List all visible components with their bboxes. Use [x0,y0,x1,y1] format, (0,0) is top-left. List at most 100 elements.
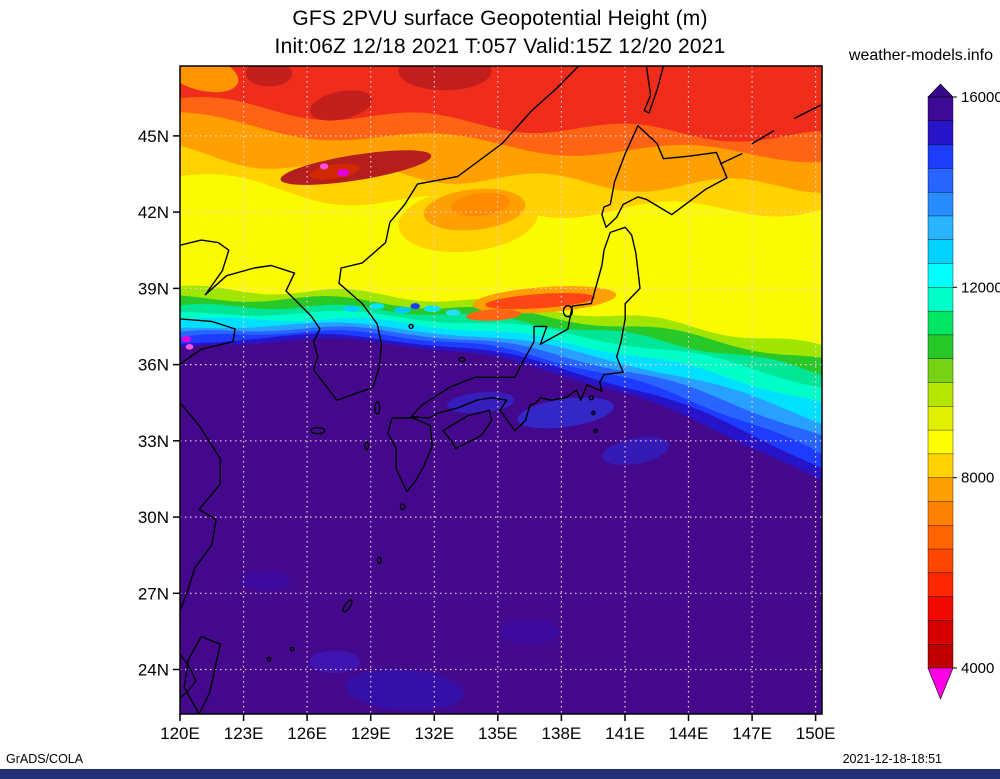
island-goto [364,441,370,451]
island-sado [562,304,574,318]
colorbar-segment [927,429,954,455]
island-amami [376,556,382,564]
colorbar-segment [927,310,954,336]
axes-layer: 45N 42N 39N 36N 33N 30N 27N 24N 120E 123E 126E 129E… [138,65,836,743]
field-feature [245,66,293,87]
y-axis-label: 27N [138,584,169,603]
field-feature [499,618,560,645]
x-axis-label: 135E [478,724,518,743]
coast-honshu [410,226,641,432]
y-axis-label: 45N [138,127,169,146]
colorbar-segment [927,525,954,550]
colorbar-label: 16000 [961,89,1000,106]
coast-sakhalin [643,66,665,114]
colorbar-segment [927,358,954,384]
island-miyako [289,646,295,652]
colorbar-segment [927,215,954,241]
coast-korea-russia [180,66,580,401]
x-axis-label: 129E [351,724,391,743]
colorbar-segment [927,144,954,169]
field-feature [181,335,192,343]
x-axis-label: 120E [160,724,200,743]
colorbar-segment [927,191,954,217]
x-axis-label: 126E [287,724,327,743]
coast-china-east [180,402,221,612]
coast-fujian [180,653,197,699]
colorbar-segment [927,382,954,407]
colorbar-segment [927,620,954,645]
island-tsushima [373,401,381,415]
colorbar-label: 8000 [961,470,994,487]
render-timestamp: 2021-12-18-18:51 [842,752,942,766]
field-feature [602,437,669,465]
colorbar-segment [927,572,954,598]
coast-shikoku [442,409,493,450]
field-feature [319,163,329,170]
chart-title: GFS 2PVU surface Geopotential Height (m) [292,7,708,30]
coast-taiwan [183,635,221,714]
island-ulleung [408,323,414,330]
field-feature [337,169,349,177]
field-feature [309,90,373,121]
y-axis-label: 24N [138,661,169,680]
field-feature [394,306,411,314]
coast-hokkaido [601,125,728,228]
field-layer [180,66,822,714]
site-link[interactable]: weather-models.info [848,47,993,64]
field-feature [451,192,511,217]
field-feature [466,309,522,321]
y-axis-label: 42N [138,203,169,222]
colorbar-segment [927,596,954,622]
coast-kyushu [387,417,433,493]
x-axis-label: 123E [224,724,264,743]
y-axis-label: 36N [138,356,169,375]
field-feature [369,303,385,310]
field-feature [345,669,464,711]
y-axis-label: 33N [138,432,169,451]
colorbar-segment [927,477,954,503]
coastline-layer [180,66,821,714]
island-izu-3 [593,428,598,434]
colorbar: 16000 12000 8000 4000 [927,83,1000,700]
x-axis-label: 144E [669,724,709,743]
colorbar-segment [927,263,954,288]
island-izu-1 [588,395,594,401]
island-yakushima [399,503,406,511]
bottom-bar [0,769,1000,779]
island-okinawa [342,599,353,613]
coast-kuril-islands [719,104,821,165]
y-axis-label: 39N [138,279,169,298]
field-band [180,338,822,714]
field-feature [239,570,291,591]
colorbar-label: 4000 [961,660,994,677]
colorbar-segment [927,168,954,193]
field-feature [445,309,461,316]
grid-layer [180,66,822,714]
map-frame [179,65,823,715]
y-axis-label: 30N [138,508,169,527]
x-axis-label: 150E [796,724,836,743]
colorbar-segment [927,120,954,146]
colorbar-segment [927,239,954,265]
field-feature [398,66,492,91]
field-feature [517,397,614,429]
field-feature [309,650,361,674]
colorbar-segment [927,453,954,479]
coast-shandong [180,318,236,366]
colorbar-segment [927,548,954,574]
x-axis-label: 132E [414,724,454,743]
colorbar-arrow-bottom [927,667,954,700]
x-axis-label: 147E [732,724,772,743]
colorbar-segment [927,334,954,360]
island-jeju [310,427,326,435]
x-axis-label: 138E [542,724,582,743]
colorbar-segment [927,406,954,431]
colorbar-label: 12000 [961,279,1000,296]
x-axis-label: 141E [605,724,645,743]
island-izu-2 [591,410,596,416]
field-feature [185,344,194,350]
field-feature [180,66,239,93]
colorbar-segment [927,287,954,312]
colorbar-arrow-top [927,83,954,98]
